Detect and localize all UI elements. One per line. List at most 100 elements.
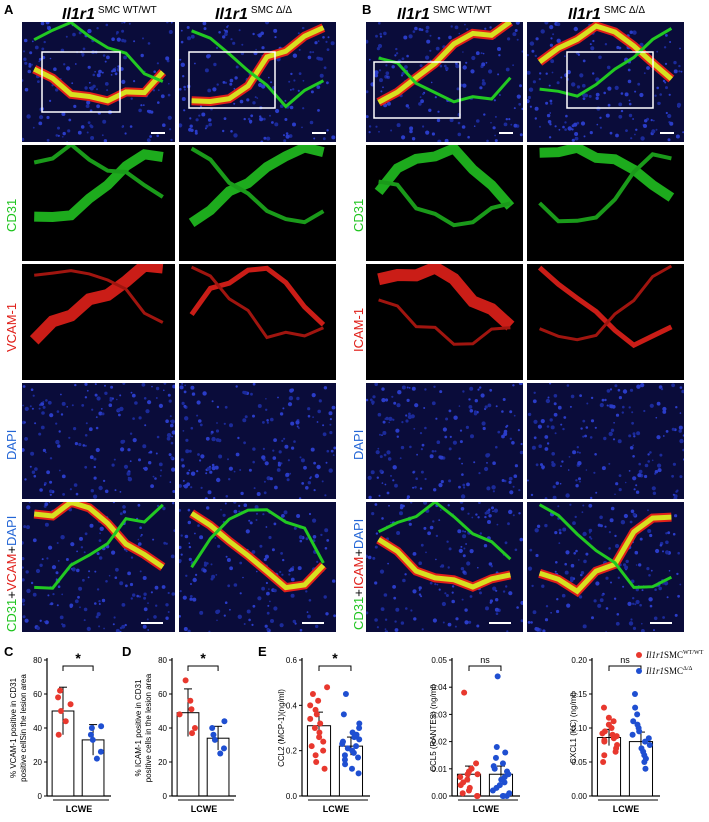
micrograph-a-ko-merge — [179, 502, 336, 632]
legend-dot-wt — [636, 652, 642, 658]
chart-e2-xlabel: LCWE — [473, 804, 500, 814]
chart-d-point-ko — [221, 718, 228, 725]
chart-e3-point-ko — [631, 691, 638, 697]
chart-d-point-wt — [187, 697, 194, 704]
chart-e2-point-ko — [506, 790, 513, 797]
chart-e3-point-ko — [629, 731, 636, 738]
chart-e2-sig-bracket — [468, 665, 502, 671]
chart-c-ytick-label: 80 — [33, 656, 42, 665]
legend: Il1r1SMCWT/WT Il1r1SMCΔ/Δ — [636, 646, 703, 678]
chart-e1-point-wt — [320, 738, 327, 745]
chart-e1-point-ko — [339, 738, 346, 745]
micrograph-b-wt-red — [366, 264, 523, 380]
chart-e2-ylabel: CCL5 (RANTES) (ng/ml) — [429, 684, 438, 772]
chart-e3-point-ko — [638, 745, 645, 752]
chart-e1-point-ko — [356, 736, 363, 743]
chart-c-ytick-label: 20 — [33, 758, 42, 767]
chart-e3-ytick-label: 0.05 — [571, 758, 587, 767]
chart-d-sig-bracket — [187, 665, 219, 671]
chart-c-ytick-label: 40 — [33, 724, 42, 733]
chart-e2-point-ko — [490, 763, 497, 770]
chart-c-ylabel-2: positive cellSin the lesion area — [19, 674, 28, 782]
chart-d-ytick-label: 0 — [163, 792, 168, 801]
micrograph-a-ko-red — [179, 264, 336, 380]
micrograph-b-ko-red — [527, 264, 684, 380]
chart-e2-point-wt — [457, 773, 464, 780]
chart-e2-point-ko — [500, 793, 507, 799]
panel-label-a: A — [4, 2, 14, 17]
panel-label-b: B — [362, 2, 372, 17]
micrograph-a-ko-overview — [179, 22, 336, 142]
chart-d-point-ko — [220, 745, 227, 752]
chart-e1-point-ko — [342, 761, 349, 768]
chart-e1-point-ko — [356, 720, 363, 727]
chart-e1-point-wt — [316, 734, 323, 741]
chart-e2-ytick-label: 0.02 — [431, 738, 447, 747]
chart-e3-point-wt — [600, 704, 607, 711]
micrograph-a-ko-green — [179, 145, 336, 261]
chart-c-ytick-label: 0 — [38, 792, 43, 801]
chart-c-sig-bracket — [62, 665, 94, 671]
chart-d-ylabel-1: % ICAM-1 positive in CD31 — [134, 679, 143, 776]
chart-d-point-ko — [211, 736, 218, 743]
chart-e1-point-ko — [341, 752, 348, 759]
chart-d-sig-label: * — [200, 650, 206, 666]
panel-label-c: C — [4, 644, 14, 659]
chart-e1-point-wt — [308, 743, 315, 750]
chart-e1-sig-bracket — [318, 665, 352, 671]
chart-e1-ylabel: CCL2 (MCP-1)(ng/ml) — [277, 689, 286, 767]
chart-e1-point-ko — [341, 756, 348, 763]
chart-e1-point-ko — [349, 729, 356, 736]
chart-e1-point-ko — [355, 754, 362, 761]
panel-label-d: D — [122, 644, 132, 659]
chart-e2-point-ko — [502, 749, 509, 756]
chart-e3-ytick-label: 0.10 — [571, 724, 587, 733]
chart-e3-point-wt — [605, 714, 612, 721]
chart-e3-ytick-label: 0.20 — [571, 656, 587, 665]
chart-e1-point-wt — [320, 747, 327, 754]
chart-c-point-ko — [88, 725, 95, 731]
micrograph-a-wt-overview — [22, 22, 175, 142]
row-label-a-vcam: VCAM-1 — [4, 302, 19, 352]
chart-d-point-ko — [217, 750, 224, 757]
header-a-wt: Il1r1 SMC WT/WT — [62, 5, 157, 23]
chart-d-ylabel-2: positive cells in the lesion area — [144, 673, 153, 782]
chart-e1-point-wt — [321, 765, 328, 772]
legend-item-ko: Il1r1SMCΔ/Δ — [636, 662, 703, 678]
chart-c-point-wt — [55, 731, 62, 738]
chart-e1-point-ko — [355, 770, 362, 777]
chart-e2-point-wt — [468, 765, 475, 772]
chart-e1-point-ko — [353, 743, 360, 750]
chart-e2-point-ko — [494, 673, 501, 680]
micrograph-b-wt-green — [366, 145, 523, 261]
chart-e1-point-wt — [307, 702, 314, 709]
chart-e3-ylabel: CXCL1 (KC) (ng/ml) — [569, 692, 578, 764]
chart-e1-point-wt — [309, 691, 316, 697]
chart-e3-point-ko — [646, 742, 653, 748]
panel-label-e: E — [258, 644, 267, 659]
chart-d-ytick-label: 20 — [158, 758, 167, 767]
chart-c-point-ko — [87, 731, 94, 738]
chart-e1-point-ko — [356, 725, 363, 731]
legend-item-wt: Il1r1SMCWT/WT — [636, 646, 703, 662]
chart-e1-point-wt — [324, 684, 331, 691]
chart-d-ytick-label: 60 — [158, 690, 167, 699]
chart-e3-point-wt — [601, 728, 608, 735]
chart-e1-sig-label: * — [332, 650, 338, 666]
chart-e1-point-wt — [311, 725, 318, 731]
chart-e1-point-ko — [342, 691, 349, 697]
chart-c-point-wt — [57, 708, 64, 714]
chart-e1-point-ko — [340, 711, 347, 718]
chart-e2-ytick-label: 0.01 — [431, 765, 447, 774]
chart-e1-point-ko — [348, 765, 355, 772]
chart-e1-point-wt — [313, 759, 320, 765]
chart-e2-ytick-label: 0.04 — [431, 683, 447, 692]
chart-e1-ytick-label: 0.4 — [286, 701, 298, 710]
chart-e3-ytick-label: 0.00 — [571, 792, 587, 801]
chart-e2-ytick-label: 0.03 — [431, 710, 447, 719]
chart-e2-point-wt — [474, 771, 481, 778]
chart-d-ytick-label: 80 — [158, 656, 167, 665]
micrograph-b-ko-merge — [527, 502, 684, 632]
row-label-b-dapi: DAPI — [351, 429, 366, 460]
micrograph-a-ko-dapi — [179, 383, 336, 499]
